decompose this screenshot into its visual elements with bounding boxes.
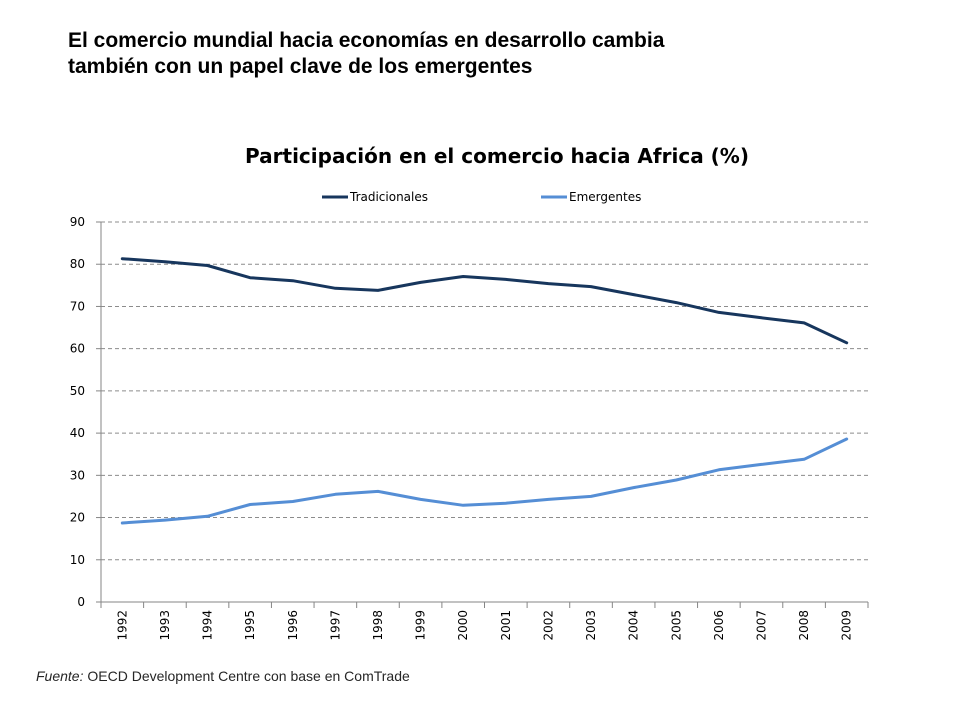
y-tick-label-20: 20 <box>70 511 85 525</box>
y-tick-label-30: 30 <box>70 468 85 482</box>
x-tick-label-1993: 1993 <box>158 610 172 641</box>
chart-title: Participación en el comercio hacia Afric… <box>245 144 749 168</box>
x-tick-label-2008: 2008 <box>797 610 811 641</box>
x-tick-label-1998: 1998 <box>371 610 385 641</box>
y-tick-label-10: 10 <box>70 553 85 567</box>
x-tick-label-2005: 2005 <box>669 610 683 641</box>
x-tick-label-1997: 1997 <box>328 610 342 641</box>
x-tick-label-2007: 2007 <box>754 610 768 641</box>
source-text: OECD Development Centre con base en ComT… <box>83 668 410 684</box>
series-line-tradicionales <box>120 257 849 345</box>
x-tick-label-1996: 1996 <box>286 610 300 641</box>
x-tick-label-2002: 2002 <box>541 610 555 641</box>
chart-grid <box>101 221 868 561</box>
y-tick-label-40: 40 <box>70 426 85 440</box>
y-tick-label-90: 90 <box>70 215 85 229</box>
slide-title-line-2: también con un papel clave de los emerge… <box>68 55 533 78</box>
chart-series <box>120 257 849 525</box>
y-tick-label-80: 80 <box>70 257 85 271</box>
x-tick-label-1999: 1999 <box>414 610 428 641</box>
y-tick-label-60: 60 <box>70 342 85 356</box>
x-tick-label-2001: 2001 <box>499 610 513 641</box>
x-tick-label-1995: 1995 <box>243 610 257 641</box>
source-note: Fuente: OECD Development Centre con base… <box>36 668 410 684</box>
slide-title-line-1: El comercio mundial hacia economías en d… <box>68 29 665 52</box>
y-tick-label-0: 0 <box>77 595 85 609</box>
chart-axes: 0 10 20 30 40 50 60 70 80 90 1992 1993 1994 1995 1996 1… <box>70 215 869 641</box>
slide-title: El comercio mundial hacia economías en d… <box>68 28 848 80</box>
x-tick-label-2004: 2004 <box>627 610 641 641</box>
x-tick-label-2006: 2006 <box>712 610 726 641</box>
y-tick-label-70: 70 <box>70 299 85 313</box>
source-label: Fuente: <box>36 668 84 684</box>
x-tick-label-2000: 2000 <box>456 610 470 641</box>
legend-label-tradicionales: Tradicionales <box>349 190 428 204</box>
x-tick-label-2003: 2003 <box>584 610 598 641</box>
legend-label-emergentes: Emergentes <box>569 190 641 204</box>
series-line-emergentes <box>120 437 849 525</box>
x-tick-label-2009: 2009 <box>840 610 854 641</box>
chart-legend: Tradicionales Emergentes <box>322 190 641 204</box>
x-tick-label-1992: 1992 <box>115 610 129 641</box>
y-tick-label-50: 50 <box>70 384 85 398</box>
x-tick-label-1994: 1994 <box>201 610 215 641</box>
